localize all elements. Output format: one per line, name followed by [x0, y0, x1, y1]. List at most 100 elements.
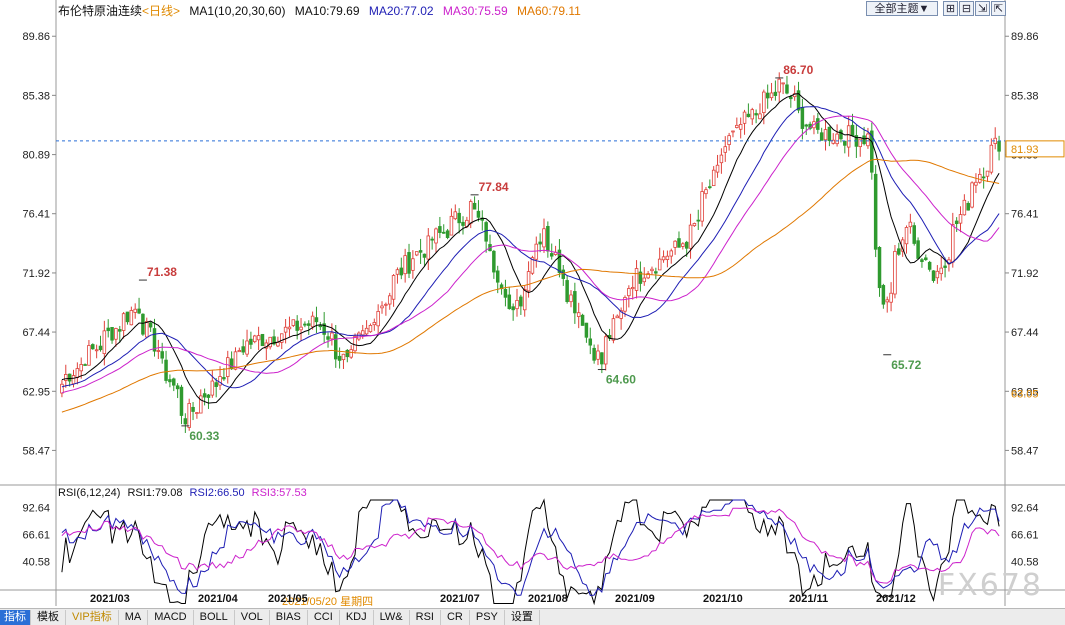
price-panel-header: 布伦特原油连续<日线> MA1(10,20,30,60) MA10:79.69 … — [58, 2, 587, 19]
theme-select[interactable]: 全部主题▼ — [866, 1, 938, 16]
candle-body — [121, 313, 126, 331]
candle-body — [573, 291, 577, 314]
candle-body — [981, 176, 986, 179]
candle-body — [650, 268, 654, 272]
tab-psy[interactable]: PSY — [470, 609, 505, 625]
candle-body — [603, 336, 608, 365]
candle-body — [453, 211, 458, 220]
candle-body — [866, 133, 870, 147]
candle-body — [210, 380, 215, 396]
candle-body — [719, 154, 724, 164]
candle-body — [391, 275, 396, 300]
rsi-tick-label-right: 40.58 — [1011, 557, 1039, 569]
grid-minus-icon[interactable]: ⊟ — [959, 1, 974, 16]
candle-body — [931, 270, 936, 281]
candle-body — [958, 214, 963, 224]
candle-body — [638, 271, 643, 284]
candle-body — [191, 406, 195, 412]
candle-body — [989, 144, 994, 173]
tab-boll[interactable]: BOLL — [194, 609, 235, 625]
candle-body — [218, 376, 222, 386]
tab-macd[interactable]: MACD — [148, 609, 194, 625]
candle-body — [114, 328, 118, 340]
tab-cci[interactable]: CCI — [308, 609, 340, 625]
candle-body — [623, 297, 627, 312]
crosshair-date: 2021/05/20 星期四 — [282, 596, 374, 608]
tab-rsi[interactable]: RSI — [410, 609, 441, 625]
tab-vol[interactable]: VOL — [235, 609, 270, 625]
candle-body — [924, 257, 928, 261]
expand-icon[interactable]: ⇱ — [991, 1, 1006, 16]
candle-body — [711, 169, 716, 187]
ma60-label: MA60:79.11 — [516, 4, 581, 18]
candle-body — [804, 124, 808, 127]
price-tick-label-left: 67.44 — [22, 327, 50, 339]
tab-indicators[interactable]: 指标 — [0, 609, 31, 625]
candle-body — [253, 335, 257, 343]
candle-body — [538, 241, 542, 245]
tab-lw[interactable]: LW& — [374, 609, 410, 625]
candle-body — [688, 224, 693, 249]
candle-body — [87, 345, 91, 366]
candle-body — [731, 130, 735, 133]
candle-body — [287, 326, 292, 330]
tab-settings[interactable]: 设置 — [505, 609, 540, 625]
candle-body — [873, 173, 878, 250]
grid-plus-icon[interactable]: ⊞ — [943, 1, 958, 16]
candle-body — [773, 91, 778, 96]
candle-body — [380, 305, 384, 309]
candle-body — [387, 295, 392, 305]
candle-body — [438, 226, 442, 233]
candle-body — [962, 199, 967, 216]
tab-cr[interactable]: CR — [441, 609, 470, 625]
period-label[interactable]: <日线> — [142, 4, 181, 18]
tab-template[interactable]: 模板 — [31, 609, 66, 625]
candle-body — [596, 350, 600, 360]
candle-body — [727, 135, 731, 145]
candle-body — [758, 113, 762, 120]
candle-body — [646, 273, 650, 279]
candle-body — [823, 129, 828, 141]
candle-body — [495, 270, 500, 283]
candle-body — [700, 191, 704, 222]
price-tick-label-right: 76.41 — [1011, 209, 1039, 221]
tab-ma[interactable]: MA — [119, 609, 149, 625]
candle-body — [507, 294, 512, 309]
candle-body — [411, 258, 415, 271]
candle-body — [862, 135, 866, 145]
candle-body — [256, 335, 261, 341]
price-tick-label-left: 89.86 — [22, 31, 50, 43]
candle-body — [985, 170, 990, 177]
indicator-tab-bar: 指标 模板 VIP指标 MA MACD BOLL VOL BIAS CCI KD… — [0, 608, 1065, 625]
candle-body — [738, 124, 743, 130]
candle-body — [530, 257, 535, 274]
tab-kdj[interactable]: KDJ — [340, 609, 374, 625]
candle-body — [708, 186, 712, 189]
candle-body — [272, 336, 276, 345]
price-tick-label-right: 67.44 — [1011, 327, 1039, 339]
candle-body — [276, 341, 280, 347]
candle-body — [681, 243, 685, 247]
price-tick-label-left: 76.41 — [22, 209, 50, 221]
candle-body — [534, 243, 539, 260]
candle-body — [137, 308, 141, 314]
candle-body — [322, 323, 326, 335]
tab-bias[interactable]: BIAS — [270, 609, 308, 625]
candle-body — [742, 111, 747, 124]
price-tick-label-right: 85.38 — [1011, 90, 1039, 102]
candle-body — [943, 265, 947, 268]
candle-body — [476, 210, 481, 218]
candle-body — [326, 336, 330, 340]
candle-body — [615, 315, 620, 319]
candle-body — [542, 228, 546, 248]
shrink-icon[interactable]: ⇲ — [975, 1, 990, 16]
candle-body — [885, 299, 889, 303]
candle-body — [997, 140, 1001, 152]
candle-body — [627, 288, 631, 297]
tab-vip-indicators[interactable]: VIP指标 — [66, 609, 119, 625]
candle-body — [789, 96, 793, 100]
candle-body — [754, 113, 758, 116]
candle-body — [546, 225, 550, 252]
candle-body — [657, 258, 662, 271]
